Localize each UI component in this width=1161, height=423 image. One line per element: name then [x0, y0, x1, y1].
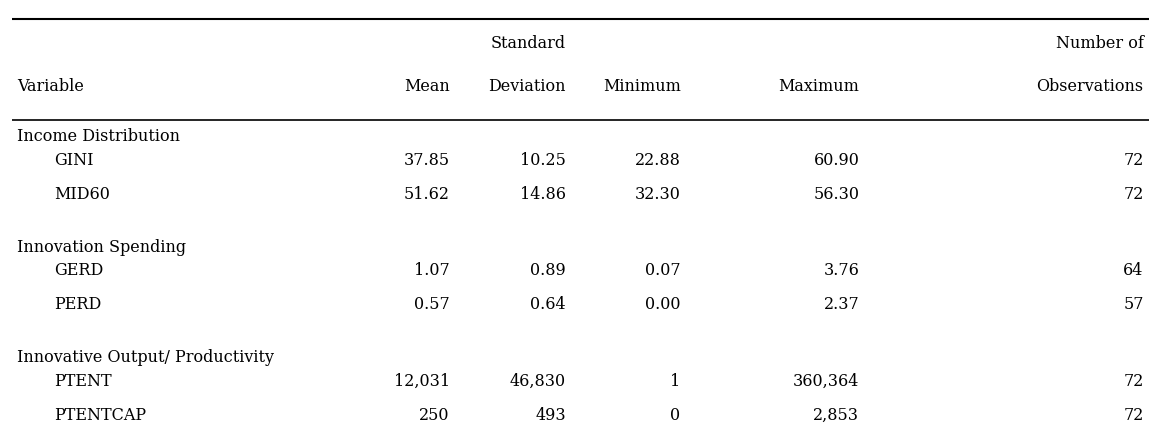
Text: 1.07: 1.07 — [414, 262, 449, 279]
Text: 72: 72 — [1124, 152, 1144, 169]
Text: Standard: Standard — [491, 35, 565, 52]
Text: 493: 493 — [535, 407, 565, 423]
Text: MID60: MID60 — [53, 186, 109, 203]
Text: PTENTCAP: PTENTCAP — [53, 407, 146, 423]
Text: 0.89: 0.89 — [529, 262, 565, 279]
Text: 64: 64 — [1124, 262, 1144, 279]
Text: 0.57: 0.57 — [414, 297, 449, 313]
Text: Variable: Variable — [17, 78, 85, 95]
Text: 72: 72 — [1124, 373, 1144, 390]
Text: PERD: PERD — [53, 297, 101, 313]
Text: 72: 72 — [1124, 186, 1144, 203]
Text: 12,031: 12,031 — [394, 373, 449, 390]
Text: 60.90: 60.90 — [814, 152, 859, 169]
Text: 10.25: 10.25 — [520, 152, 565, 169]
Text: 51.62: 51.62 — [404, 186, 449, 203]
Text: 2.37: 2.37 — [823, 297, 859, 313]
Text: 3.76: 3.76 — [823, 262, 859, 279]
Text: 0.07: 0.07 — [646, 262, 680, 279]
Text: 360,364: 360,364 — [793, 373, 859, 390]
Text: 14.86: 14.86 — [520, 186, 565, 203]
Text: Innovation Spending: Innovation Spending — [17, 239, 187, 255]
Text: 32.30: 32.30 — [635, 186, 680, 203]
Text: Mean: Mean — [404, 78, 449, 95]
Text: 57: 57 — [1123, 297, 1144, 313]
Text: Observations: Observations — [1037, 78, 1144, 95]
Text: PTENT: PTENT — [53, 373, 111, 390]
Text: 0.64: 0.64 — [531, 297, 565, 313]
Text: Innovative Output/ Productivity: Innovative Output/ Productivity — [17, 349, 274, 366]
Text: 250: 250 — [419, 407, 449, 423]
Text: Income Distribution: Income Distribution — [17, 128, 180, 145]
Text: 0: 0 — [671, 407, 680, 423]
Text: GINI: GINI — [53, 152, 93, 169]
Text: GERD: GERD — [53, 262, 103, 279]
Text: Deviation: Deviation — [489, 78, 565, 95]
Text: 22.88: 22.88 — [635, 152, 680, 169]
Text: 1: 1 — [670, 373, 680, 390]
Text: 2,853: 2,853 — [813, 407, 859, 423]
Text: Number of: Number of — [1055, 35, 1144, 52]
Text: 56.30: 56.30 — [813, 186, 859, 203]
Text: Minimum: Minimum — [603, 78, 680, 95]
Text: 0.00: 0.00 — [646, 297, 680, 313]
Text: 37.85: 37.85 — [404, 152, 449, 169]
Text: 46,830: 46,830 — [510, 373, 565, 390]
Text: 72: 72 — [1124, 407, 1144, 423]
Text: Maximum: Maximum — [778, 78, 859, 95]
